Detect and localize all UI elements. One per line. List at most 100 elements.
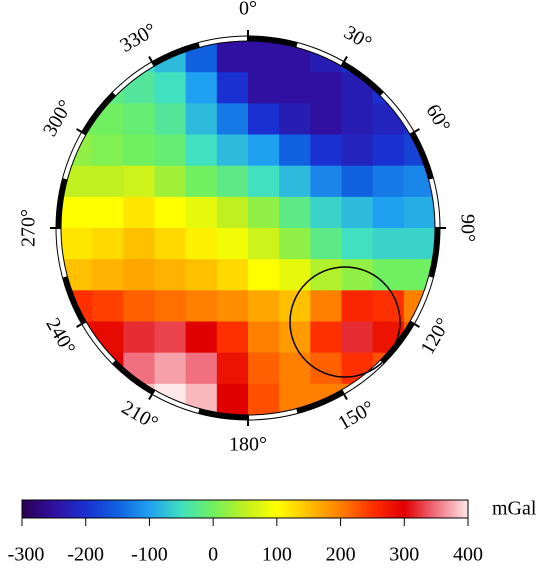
cell <box>154 134 187 167</box>
cell <box>372 165 405 198</box>
cell <box>310 196 342 229</box>
cell <box>216 72 249 104</box>
cell <box>185 196 218 229</box>
cell <box>341 103 374 135</box>
cell <box>279 103 311 135</box>
colorbar-tick-label: 0 <box>208 544 218 566</box>
cell <box>372 134 405 167</box>
cell <box>185 103 218 135</box>
cell <box>248 228 280 260</box>
cell <box>154 228 187 260</box>
cell <box>403 72 435 104</box>
angle-label: 0° <box>239 0 257 20</box>
cell <box>92 259 124 291</box>
cell <box>403 383 435 415</box>
cell <box>123 196 155 229</box>
colorbar-tick-label: -200 <box>67 544 104 566</box>
cell <box>92 196 124 229</box>
cell <box>341 290 374 322</box>
cell <box>216 134 249 167</box>
angle-label: 60° <box>421 101 454 136</box>
colorbar-tick-label: 300 <box>389 544 419 566</box>
angle-label: 330° <box>116 19 160 57</box>
cell <box>92 103 124 135</box>
cell <box>372 228 405 260</box>
cell <box>61 228 93 260</box>
angle-tick <box>409 128 420 136</box>
cell <box>61 196 93 229</box>
cell <box>216 228 249 260</box>
colorbar-tick-label: 200 <box>326 544 356 566</box>
cell <box>92 228 124 260</box>
angle-tick <box>340 389 348 400</box>
angle-label: 90° <box>456 214 478 242</box>
cell <box>154 290 187 322</box>
cell <box>279 72 311 104</box>
cell <box>248 134 280 167</box>
cell <box>123 321 155 354</box>
cell <box>61 134 93 167</box>
cell <box>216 41 249 73</box>
colorbar-tick-label: -300 <box>8 544 45 566</box>
colorbar-tick-label: 100 <box>262 544 292 566</box>
cell <box>185 165 218 198</box>
colorbar-tick-label: 400 <box>453 544 483 566</box>
cell <box>154 383 187 415</box>
cell <box>185 72 218 104</box>
cell <box>61 41 93 73</box>
cell <box>279 259 311 291</box>
cell <box>216 321 249 354</box>
cell <box>123 259 155 291</box>
cell <box>279 228 311 260</box>
angle-tick <box>148 56 156 67</box>
cell <box>341 196 374 229</box>
cell <box>61 72 93 104</box>
angle-label: 210° <box>118 397 162 435</box>
cell <box>216 259 249 291</box>
cell <box>310 134 342 167</box>
cell <box>61 352 93 385</box>
cell <box>372 259 405 291</box>
cell <box>216 103 249 135</box>
cell <box>123 134 155 167</box>
cell <box>185 259 218 291</box>
cell <box>279 134 311 167</box>
cell <box>372 41 405 73</box>
cell <box>185 352 218 385</box>
angle-tick <box>409 320 420 328</box>
cell <box>92 41 124 73</box>
angle-tick <box>76 320 87 328</box>
cell <box>216 196 249 229</box>
anomaly-circle <box>289 266 401 378</box>
anomaly-field <box>61 41 435 415</box>
cell <box>248 290 280 322</box>
cell <box>154 196 187 229</box>
cell <box>403 41 435 73</box>
cell <box>310 103 342 135</box>
cell <box>216 290 249 322</box>
cell <box>310 290 342 322</box>
angle-tick <box>148 389 156 400</box>
angle-label: 300° <box>39 96 77 140</box>
cell <box>216 165 249 198</box>
cell <box>248 72 280 104</box>
cell <box>154 103 187 135</box>
cell <box>310 165 342 198</box>
cell <box>154 259 187 291</box>
cell <box>279 290 311 322</box>
colorbar-tick-label: -100 <box>131 544 168 566</box>
cell <box>279 321 311 354</box>
colorbar-label: mGal <box>492 498 537 520</box>
angle-label: 120° <box>417 314 455 358</box>
cell <box>372 196 405 229</box>
cell <box>185 228 218 260</box>
cell <box>310 321 342 354</box>
cell <box>248 196 280 229</box>
cell <box>154 165 187 198</box>
cell <box>123 290 155 322</box>
angle-label: 240° <box>41 314 79 358</box>
cell <box>92 383 124 415</box>
cell <box>185 290 218 322</box>
angle-label: 150° <box>334 397 378 435</box>
